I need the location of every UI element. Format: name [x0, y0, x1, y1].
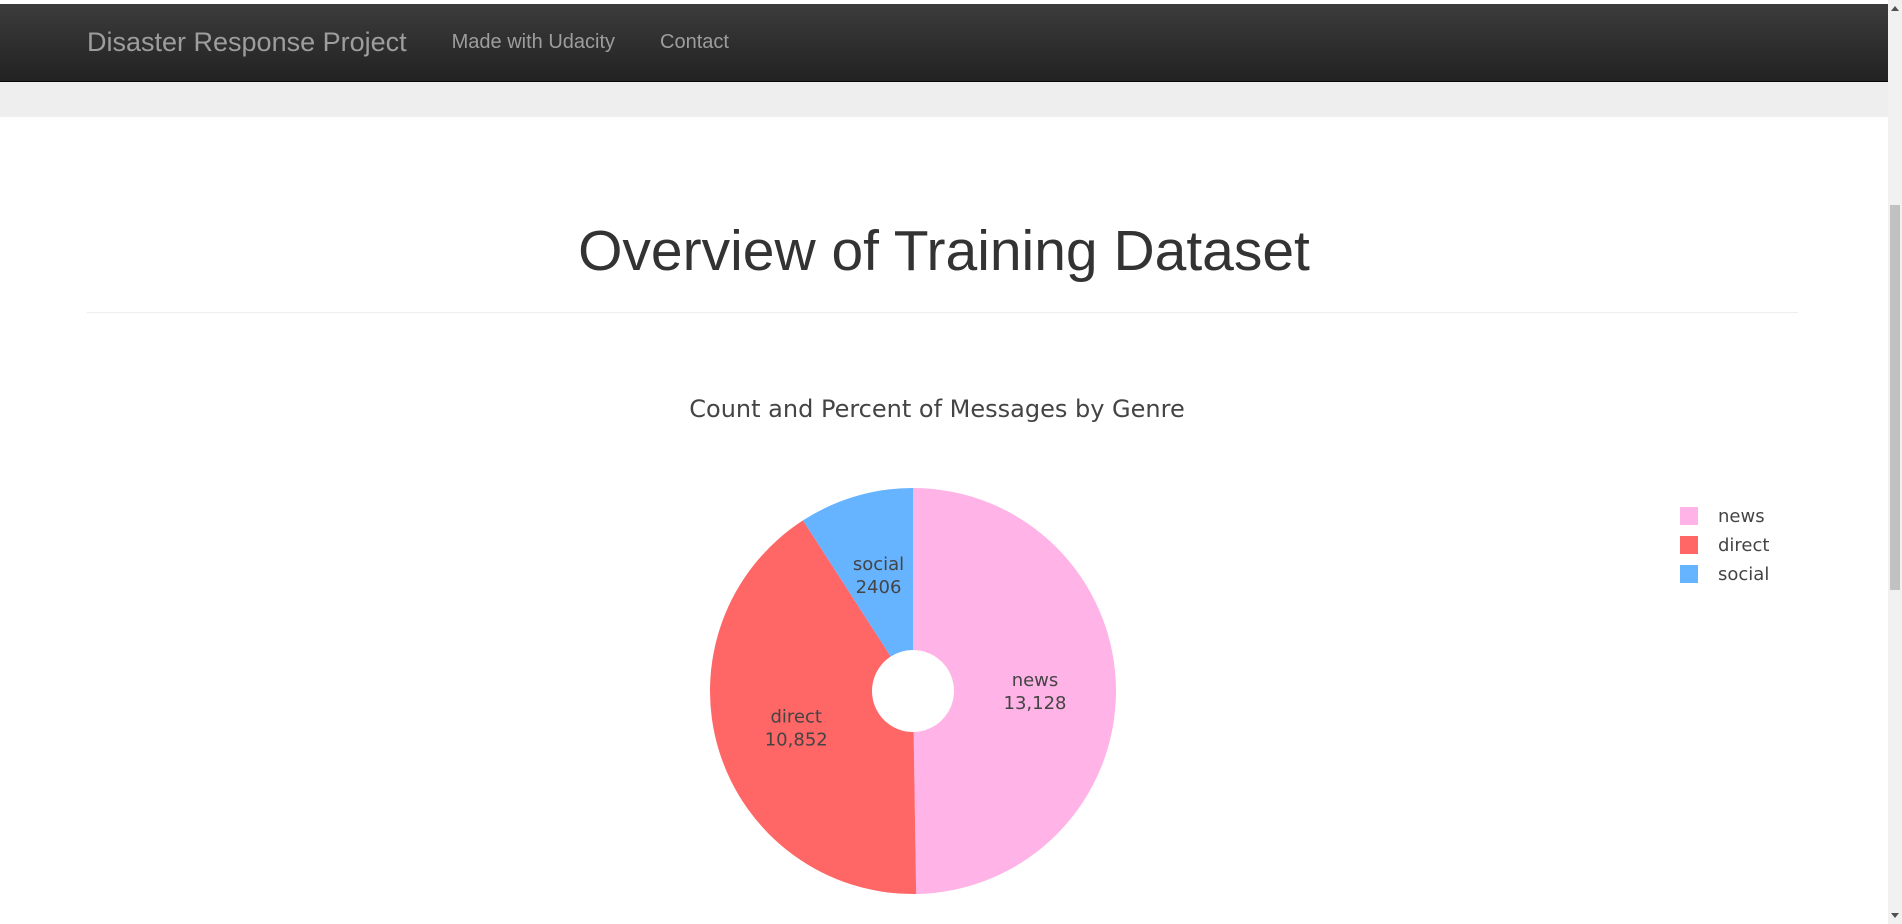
- chart-title: Count and Percent of Messages by Genre: [689, 395, 1184, 423]
- navbar: Disaster Response Project Made with Udac…: [0, 4, 1888, 82]
- navbar-brand[interactable]: Disaster Response Project: [87, 27, 407, 57]
- slice-label-social: social: [853, 554, 904, 575]
- legend-swatch-social[interactable]: [1680, 565, 1698, 583]
- chart-legend: news direct social: [1680, 506, 1769, 585]
- vertical-scrollbar[interactable]: [1888, 0, 1902, 924]
- legend-swatch-direct[interactable]: [1680, 536, 1698, 554]
- slice-value-social: 2406: [856, 577, 902, 598]
- pie-slice-news[interactable]: [913, 488, 1117, 894]
- legend-label-news[interactable]: news: [1718, 506, 1765, 527]
- scroll-up-arrow-icon[interactable]: [1891, 6, 1899, 11]
- legend-label-social[interactable]: social: [1718, 564, 1769, 585]
- scroll-down-arrow-icon[interactable]: [1891, 913, 1899, 918]
- slice-value-direct: 10,852: [765, 729, 828, 750]
- nav-link-contact[interactable]: Contact: [660, 31, 729, 53]
- page-title: Overview of Training Dataset: [578, 219, 1310, 283]
- slice-label-direct: direct: [771, 706, 822, 727]
- pie-slices: [710, 488, 1117, 894]
- scrollbar-thumb[interactable]: [1890, 205, 1900, 590]
- jumbotron-strip: [0, 82, 1888, 117]
- legend-label-direct[interactable]: direct: [1718, 535, 1769, 556]
- slice-label-news: news: [1012, 670, 1059, 691]
- slice-value-news: 13,128: [1004, 693, 1067, 714]
- pie-slice-social[interactable]: [802, 488, 913, 657]
- nav-link-made-with-udacity[interactable]: Made with Udacity: [451, 31, 616, 53]
- genre-pie-chart: Count and Percent of Messages by Genre n…: [689, 395, 1769, 894]
- legend-swatch-news[interactable]: [1680, 507, 1698, 525]
- header-divider: [87, 312, 1798, 313]
- pie-slice-direct[interactable]: [710, 520, 917, 894]
